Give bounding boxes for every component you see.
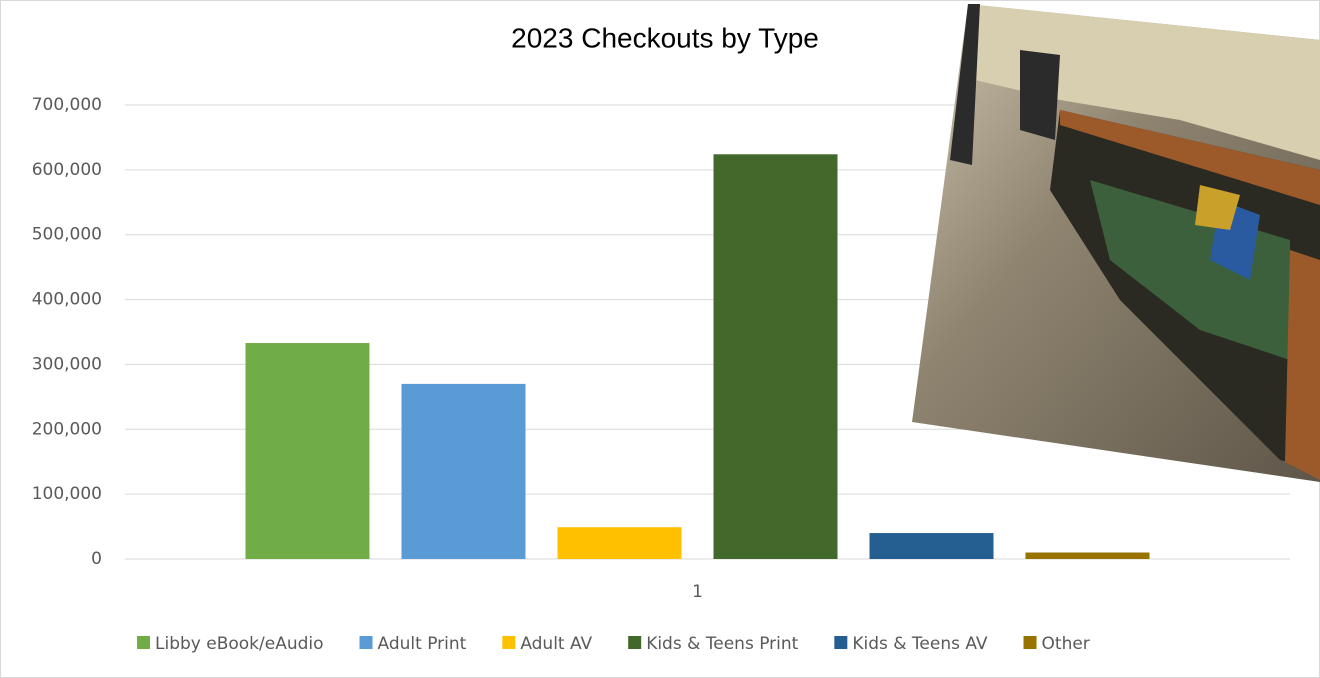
legend-label: Other [1042, 634, 1090, 654]
legend-label: Kids & Teens AV [852, 634, 988, 654]
chart-title: 2023 Checkouts by Type [511, 22, 819, 53]
legend-swatch [1024, 636, 1037, 649]
legend-swatch [360, 636, 373, 649]
library-photo [912, 4, 1320, 482]
bar [1026, 553, 1150, 559]
legend-label: Libby eBook/eAudio [155, 634, 324, 654]
x-tick-label: 1 [692, 582, 703, 602]
legend-swatch [628, 636, 641, 649]
y-tick-label: 300,000 [32, 354, 102, 374]
y-tick-label: 600,000 [32, 160, 102, 180]
y-tick-label: 700,000 [32, 95, 102, 115]
bar [558, 527, 682, 559]
legend-swatch [502, 636, 515, 649]
bar [246, 343, 370, 559]
y-tick-label: 200,000 [32, 419, 102, 439]
y-tick-label: 400,000 [32, 290, 102, 310]
legend-label: Adult AV [520, 634, 592, 654]
legend-label: Kids & Teens Print [646, 634, 798, 654]
chart: 0 100,000 200,000 300,000 400,000 500,000 600,… [0, 0, 1320, 678]
legend-swatch [834, 636, 847, 649]
bar [402, 384, 526, 559]
legend-label: Adult Print [378, 634, 467, 654]
y-tick-label: 100,000 [32, 484, 102, 504]
legend-swatch [137, 636, 150, 649]
bar [714, 154, 838, 559]
y-tick-label: 500,000 [32, 225, 102, 245]
bar [870, 533, 994, 559]
y-tick-label: 0 [91, 549, 102, 569]
